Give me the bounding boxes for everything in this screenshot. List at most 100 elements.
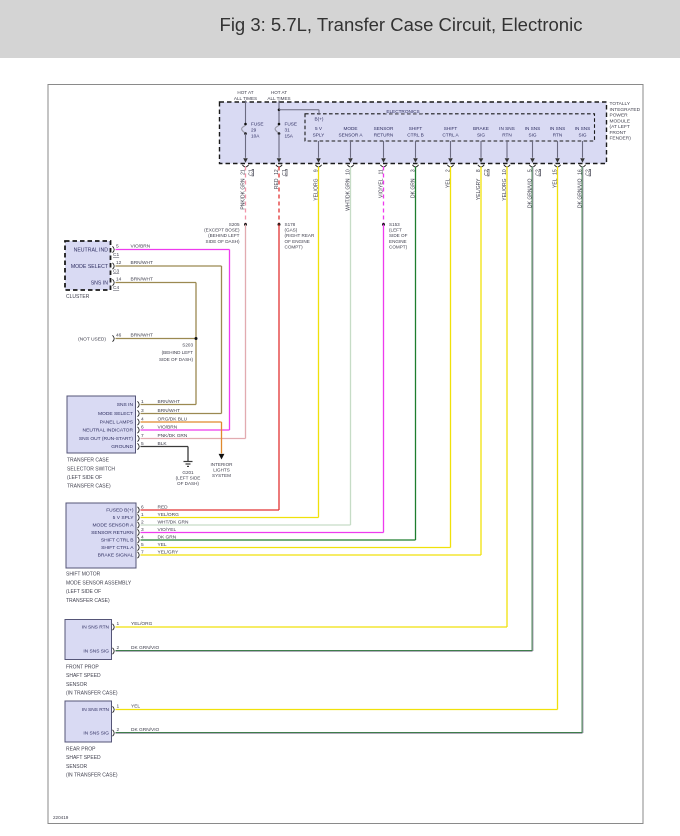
svg-text:5 V: 5 V bbox=[315, 126, 323, 131]
svg-text:2: 2 bbox=[117, 727, 120, 733]
svg-text:INTERIOR: INTERIOR bbox=[211, 462, 234, 467]
svg-text:BRN/WHT: BRN/WHT bbox=[131, 333, 153, 339]
svg-text:12: 12 bbox=[116, 260, 122, 266]
svg-text:C2: C2 bbox=[535, 169, 541, 176]
svg-text:SHIFT: SHIFT bbox=[444, 126, 458, 131]
svg-text:YEL/GRY: YEL/GRY bbox=[158, 549, 180, 555]
svg-text:SNS IN: SNS IN bbox=[117, 402, 134, 408]
svg-text:15: 15 bbox=[552, 169, 558, 175]
svg-text:SHIFT MOTOR: SHIFT MOTOR bbox=[66, 572, 101, 578]
svg-text:ENGINE: ENGINE bbox=[389, 239, 407, 244]
svg-text:BRN/WHT: BRN/WHT bbox=[158, 399, 180, 405]
svg-text:SIDE OF DASH): SIDE OF DASH) bbox=[206, 239, 240, 244]
svg-text:S153: S153 bbox=[389, 222, 400, 227]
svg-text:CTRL A: CTRL A bbox=[442, 133, 459, 138]
svg-text:MODE: MODE bbox=[343, 126, 357, 131]
svg-text:HOT AT: HOT AT bbox=[237, 90, 253, 95]
svg-text:BRAKE SIGNAL: BRAKE SIGNAL bbox=[98, 553, 134, 559]
svg-text:4: 4 bbox=[141, 534, 144, 540]
svg-text:(RIGHT REAR: (RIGHT REAR bbox=[285, 233, 315, 238]
svg-text:3: 3 bbox=[141, 408, 144, 414]
svg-text:C1: C1 bbox=[113, 252, 119, 258]
svg-text:29: 29 bbox=[251, 127, 257, 132]
svg-text:MODE SELECT: MODE SELECT bbox=[71, 264, 109, 270]
svg-text:NEUTRAL INDICATOR: NEUTRAL INDICATOR bbox=[83, 428, 134, 434]
svg-text:DK GRN/VIO: DK GRN/VIO bbox=[131, 727, 160, 733]
svg-text:10: 10 bbox=[345, 169, 351, 175]
svg-text:3: 3 bbox=[410, 169, 416, 172]
svg-text:5: 5 bbox=[527, 169, 533, 172]
svg-text:S178: S178 bbox=[285, 222, 296, 227]
svg-text:SNS OUT (RUN-START): SNS OUT (RUN-START) bbox=[79, 436, 133, 442]
svg-text:COMPT): COMPT) bbox=[285, 244, 304, 249]
svg-text:7: 7 bbox=[141, 433, 144, 439]
svg-text:YEL: YEL bbox=[131, 704, 140, 710]
svg-text:ORG/DK BLU: ORG/DK BLU bbox=[158, 416, 188, 422]
svg-text:PNK/DK GRN: PNK/DK GRN bbox=[240, 178, 246, 210]
svg-text:15A: 15A bbox=[285, 134, 294, 139]
svg-text:11: 11 bbox=[378, 169, 384, 174]
svg-text:3: 3 bbox=[141, 527, 144, 533]
svg-text:VIO/YEL: VIO/YEL bbox=[158, 527, 177, 533]
svg-text:21: 21 bbox=[240, 169, 246, 175]
svg-text:VIO/BRN: VIO/BRN bbox=[131, 244, 151, 250]
svg-text:RED: RED bbox=[158, 504, 169, 510]
svg-text:10A: 10A bbox=[251, 134, 260, 139]
svg-text:SHIFT CTRL B: SHIFT CTRL B bbox=[101, 538, 134, 544]
svg-text:C1: C1 bbox=[282, 169, 288, 176]
svg-text:SENSOR: SENSOR bbox=[374, 126, 394, 131]
svg-text:SYSTEM: SYSTEM bbox=[212, 473, 231, 478]
svg-text:2: 2 bbox=[445, 169, 451, 172]
svg-text:ALL TIMES: ALL TIMES bbox=[267, 96, 290, 101]
svg-text:(NOT USED): (NOT USED) bbox=[78, 337, 106, 343]
svg-text:(GAS): (GAS) bbox=[285, 228, 298, 233]
svg-text:46: 46 bbox=[116, 333, 122, 339]
svg-text:14: 14 bbox=[116, 277, 122, 283]
svg-text:SHIFT CTRL A: SHIFT CTRL A bbox=[101, 545, 134, 551]
svg-text:POWER: POWER bbox=[610, 113, 629, 119]
svg-text:(AT LEFT: (AT LEFT bbox=[610, 124, 630, 130]
svg-text:DK GRN: DK GRN bbox=[158, 534, 177, 540]
svg-text:INTEGRATED: INTEGRATED bbox=[610, 107, 641, 113]
svg-text:C3: C3 bbox=[113, 269, 119, 275]
svg-text:SELECTOR SWITCH: SELECTOR SWITCH bbox=[67, 466, 115, 472]
svg-text:FUSED B(+): FUSED B(+) bbox=[106, 508, 134, 514]
svg-text:COMPT): COMPT) bbox=[389, 244, 408, 249]
svg-text:CTRL B: CTRL B bbox=[407, 133, 424, 138]
svg-text:DK GRN/VIO: DK GRN/VIO bbox=[577, 178, 583, 208]
svg-text:YEL: YEL bbox=[158, 542, 167, 548]
svg-text:1: 1 bbox=[117, 621, 120, 627]
svg-text:PNK/DK GRN: PNK/DK GRN bbox=[158, 433, 188, 439]
svg-text:1: 1 bbox=[141, 399, 144, 405]
svg-text:IN SNS: IN SNS bbox=[575, 126, 591, 131]
svg-text:RTN: RTN bbox=[502, 133, 512, 138]
svg-text:SIG: SIG bbox=[578, 133, 586, 138]
svg-text:YEL/ORG: YEL/ORG bbox=[502, 178, 508, 200]
svg-text:(LEFT SIDE OF: (LEFT SIDE OF bbox=[66, 589, 101, 595]
svg-text:IN SNS RTN: IN SNS RTN bbox=[82, 707, 110, 713]
svg-text:FUSE: FUSE bbox=[285, 122, 298, 127]
svg-text:12: 12 bbox=[274, 169, 280, 175]
svg-text:TRANSFER CASE): TRANSFER CASE) bbox=[66, 598, 110, 604]
svg-text:(IN TRANSFER CASE): (IN TRANSFER CASE) bbox=[66, 773, 118, 779]
svg-text:SIDE OF: SIDE OF bbox=[389, 233, 408, 238]
svg-text:SENSOR: SENSOR bbox=[66, 682, 88, 688]
svg-text:CLUSTER: CLUSTER bbox=[66, 294, 90, 300]
svg-text:IN SNS RTN: IN SNS RTN bbox=[82, 625, 110, 631]
svg-text:B(+): B(+) bbox=[315, 117, 324, 122]
svg-text:FRONT: FRONT bbox=[610, 130, 627, 136]
svg-text:SPLY: SPLY bbox=[313, 133, 326, 138]
svg-text:BLK: BLK bbox=[158, 441, 168, 447]
svg-text:VIO/BRN: VIO/BRN bbox=[158, 424, 178, 430]
svg-text:6: 6 bbox=[141, 424, 144, 430]
svg-text:MODULE: MODULE bbox=[610, 118, 631, 124]
svg-text:(LEFT SIDE OF: (LEFT SIDE OF bbox=[67, 475, 102, 481]
svg-text:S203: S203 bbox=[182, 343, 193, 348]
svg-text:5: 5 bbox=[116, 244, 119, 250]
svg-text:TRANSFER CASE): TRANSFER CASE) bbox=[67, 484, 111, 490]
svg-text:SHIFT: SHIFT bbox=[409, 126, 423, 131]
svg-text:SENSOR RETURN: SENSOR RETURN bbox=[91, 530, 134, 536]
svg-text:YEL/ORG: YEL/ORG bbox=[313, 178, 319, 200]
svg-text:(LEFT: (LEFT bbox=[389, 228, 402, 233]
svg-text:SENSOR A: SENSOR A bbox=[339, 133, 364, 138]
